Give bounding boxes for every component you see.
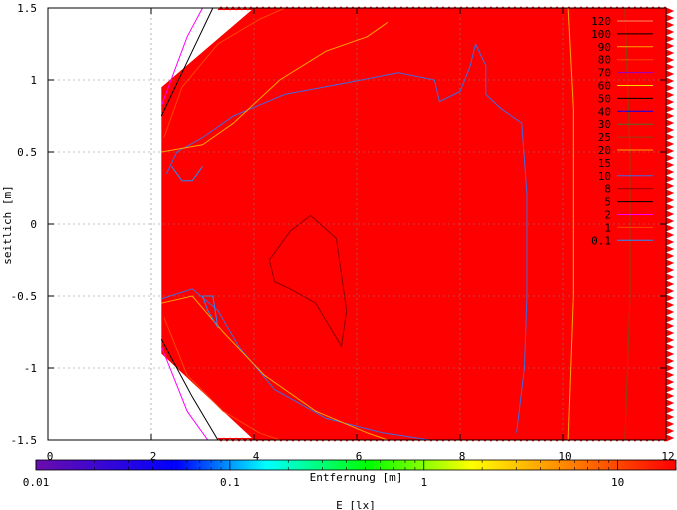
legend-label: 120 [591,15,611,28]
y-tick-label: 1 [30,74,37,87]
legend-label: 50 [598,92,611,105]
colorbar-tick-label: 10 [611,476,624,489]
legend-label: 8 [604,183,611,196]
legend-label: 100 [591,28,611,41]
colorbar-tick-label: 0.1 [220,476,240,489]
y-tick-label: -1 [24,362,37,375]
x-tick-label: 4 [253,450,260,463]
y-axis-ticks: 1.5 1 0.5 0 -0.5 -1 -1.5 [11,2,666,447]
plot-area [47,6,675,442]
x-axis-label: Entfernung [m] [310,471,403,484]
contour-line-10 [165,43,476,174]
legend-label: 15 [598,157,611,170]
contour-line-5 [160,7,214,117]
legend-label: 30 [598,118,611,131]
contour-line-1 [163,7,286,138]
x-tick-label: 2 [150,450,157,463]
contour-line-5 [160,338,219,441]
y-tick-label: 0.5 [17,146,37,159]
legend-label: 5 [604,196,611,209]
legend-label: 25 [598,131,611,144]
colorbar-bar [35,459,677,471]
x-tick-label: 8 [459,450,466,463]
contour-line-20 [161,295,389,441]
x-tick-label: 0 [47,450,54,463]
y-tick-label: 0 [30,218,37,231]
legend-label: 20 [598,144,611,157]
y-tick-label: -0.5 [11,290,38,303]
legend-label: 80 [598,54,611,67]
contour-line-20 [567,7,574,441]
legend-label: 70 [598,67,611,80]
legend-label: 0.1 [591,234,611,247]
legend-label: 1 [604,221,611,234]
contour-line-2 [160,7,203,107]
y-tick-label: 1.5 [17,2,37,15]
colorbar-label: E [lx] [336,499,376,510]
contour-line-10 [475,43,528,433]
contour-line-8 [268,214,348,348]
contour-line-1 [163,317,280,441]
colorbar: 0.01 0.1 1 10 [23,459,677,489]
colorbar-tick-label: 0.01 [23,476,50,489]
legend-label: 40 [598,105,611,118]
y-tick-label: -1.5 [11,434,38,447]
contour-line-0_1 [171,166,203,182]
legend-label: 90 [598,41,611,54]
colorbar-tick-label: 1 [420,476,427,489]
heatmap-edge [217,6,675,442]
legend-label: 60 [598,80,611,93]
x-tick-label: 6 [356,450,363,463]
y-axis-label: seitlich [m] [1,185,14,264]
legend-label: 10 [598,170,611,183]
legend-label: 2 [604,209,611,222]
contour-line-10 [161,288,430,441]
